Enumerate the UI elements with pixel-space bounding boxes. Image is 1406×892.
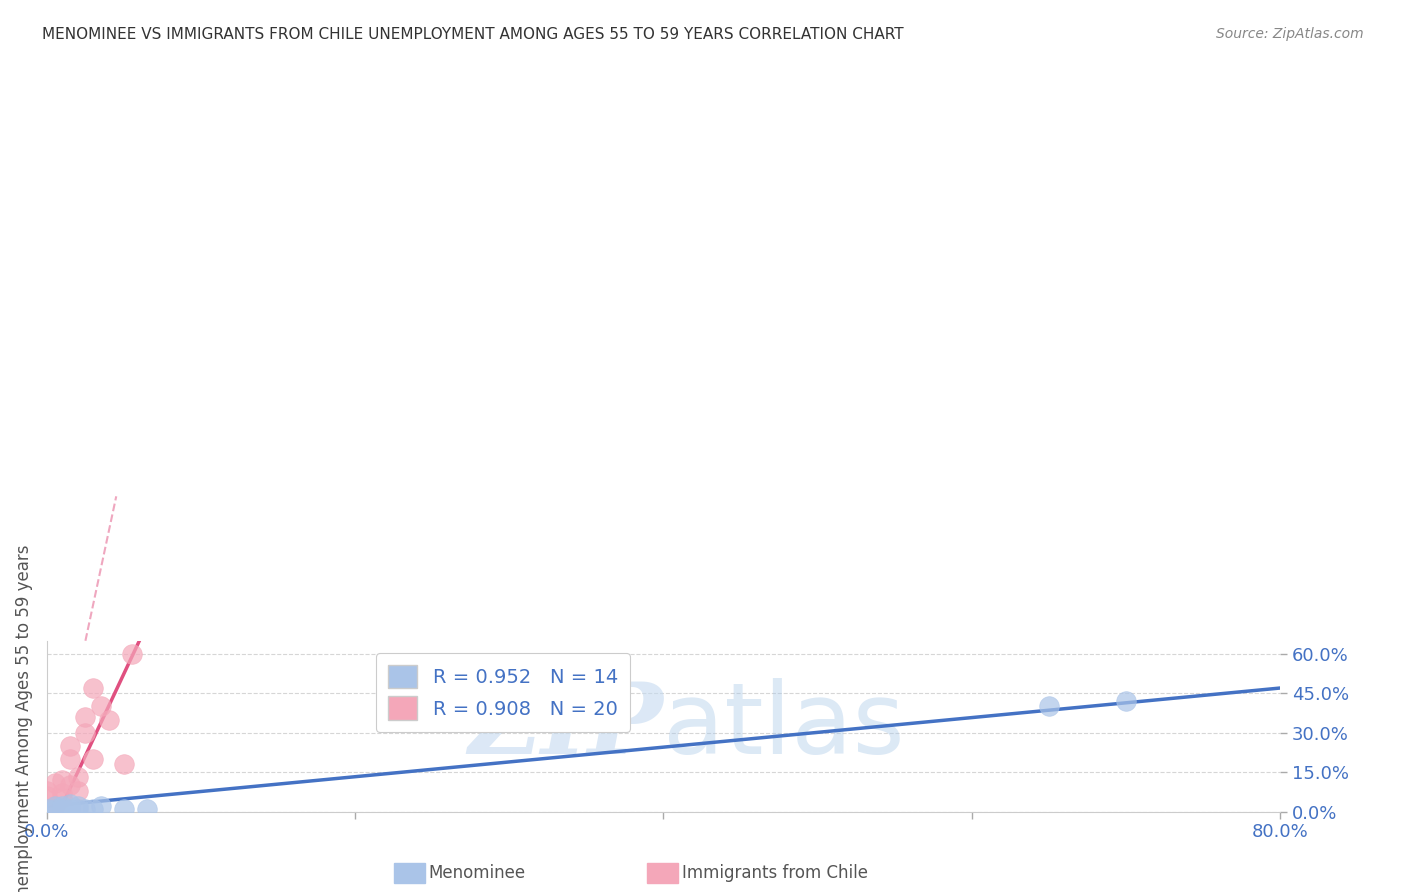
Point [66,770,89,784]
Point [35,789,58,803]
Point [51,799,73,814]
Point [51,791,73,805]
Text: Source: ZipAtlas.com: Source: ZipAtlas.com [1216,27,1364,41]
Text: Menominee: Menominee [429,864,526,882]
Text: ZIP: ZIP [468,678,664,774]
Point [51,786,73,800]
Point [75,802,97,816]
Point [44,775,66,789]
Text: Immigrants from Chile: Immigrants from Chile [682,864,868,882]
Point [90,799,112,814]
Point [59,739,82,753]
Point [1115,694,1137,708]
Point [82,802,104,816]
Point [82,681,104,695]
Point [59,778,82,792]
Point [44,799,66,814]
Point [59,802,82,816]
Point [44,799,66,814]
Point [136,802,159,816]
Point [35,802,58,816]
Point [75,725,97,739]
Point [66,799,89,814]
Point [51,772,73,787]
Point [66,783,89,797]
Point [82,752,104,766]
Point [59,752,82,766]
Point [75,710,97,724]
Text: MENOMINEE VS IMMIGRANTS FROM CHILE UNEMPLOYMENT AMONG AGES 55 TO 59 YEARS CORREL: MENOMINEE VS IMMIGRANTS FROM CHILE UNEMP… [42,27,904,42]
Point [121,647,143,661]
Text: atlas: atlas [664,678,905,774]
Point [44,802,66,816]
Point [97,713,120,727]
Point [112,802,135,816]
Point [66,802,89,816]
Legend: R = 0.952   N = 14, R = 0.908   N = 20: R = 0.952 N = 14, R = 0.908 N = 20 [377,653,630,731]
Point [112,757,135,772]
Point [1038,699,1060,714]
Point [35,783,58,797]
Point [59,797,82,811]
Y-axis label: Unemployment Among Ages 55 to 59 years: Unemployment Among Ages 55 to 59 years [15,544,32,892]
Point [90,699,112,714]
Point [51,802,73,816]
